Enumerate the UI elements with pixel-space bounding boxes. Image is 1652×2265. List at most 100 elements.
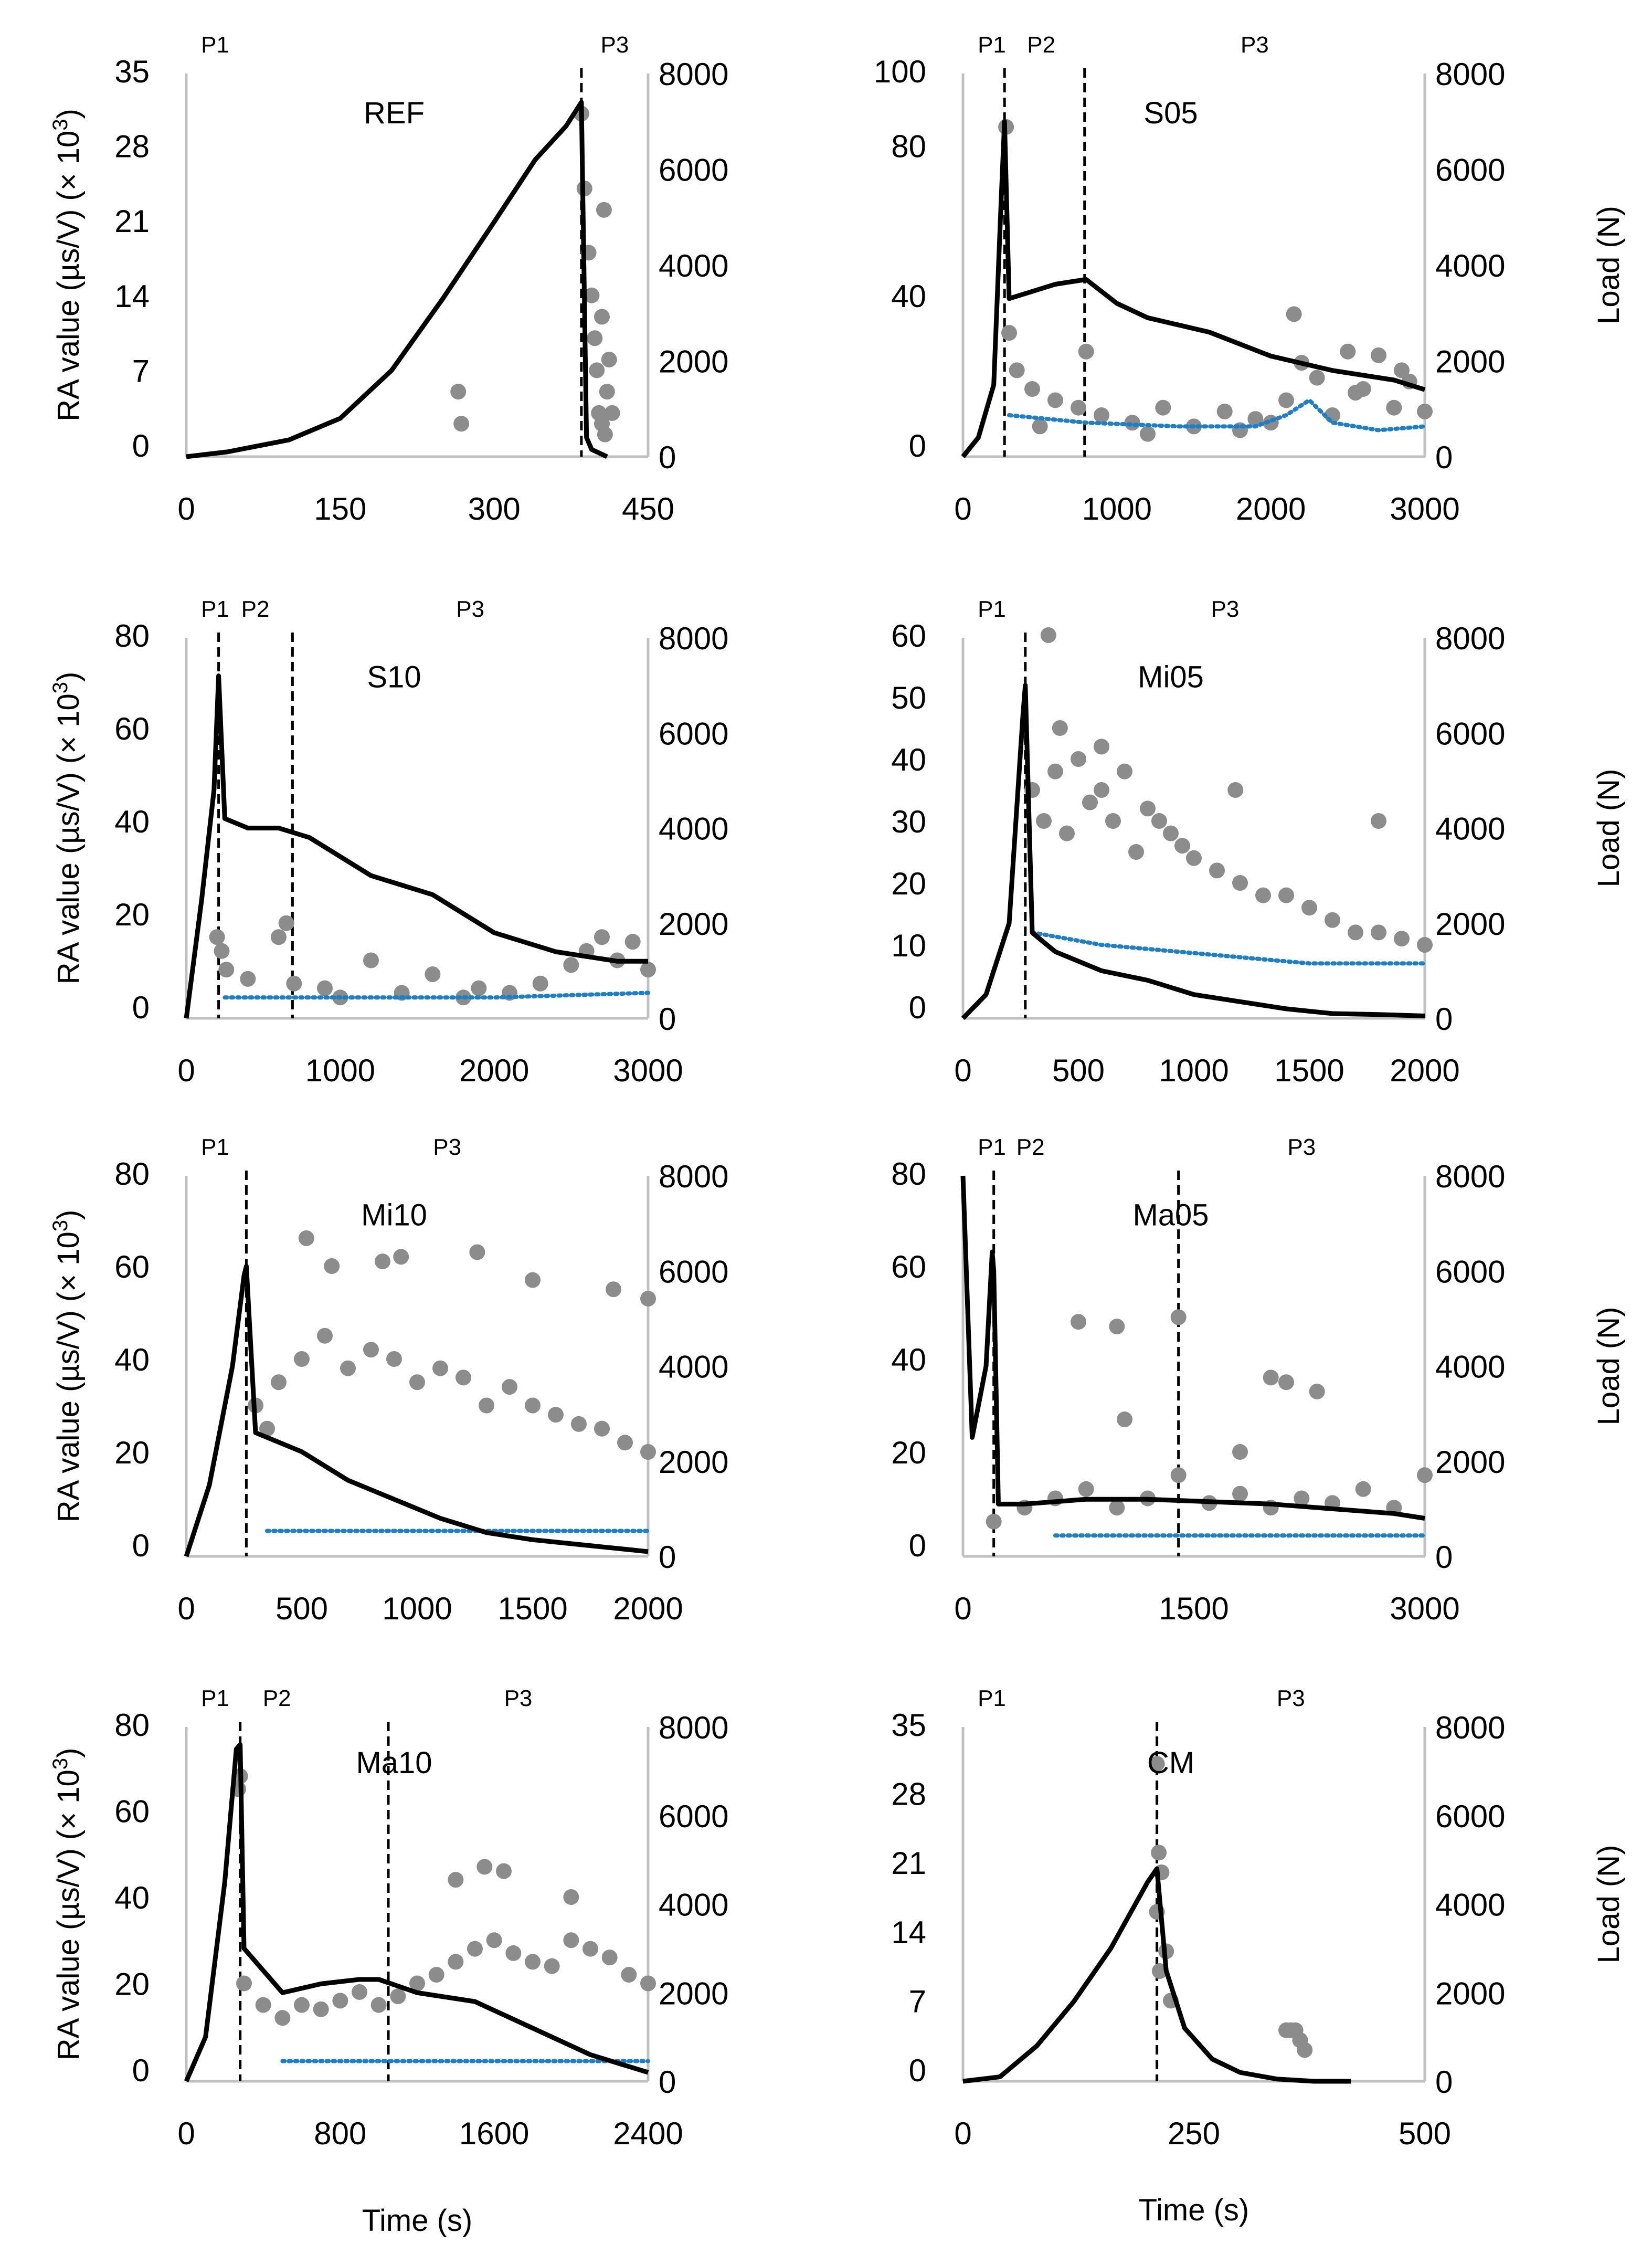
ra-point xyxy=(1071,751,1086,767)
load-tick-label: 6000 xyxy=(1435,1799,1505,1834)
phase-label: P1 xyxy=(201,32,229,58)
load-tick-label: 8000 xyxy=(1435,1159,1505,1194)
load-tick-label: 2000 xyxy=(1435,1976,1505,2011)
load-tick-label: 8000 xyxy=(1435,57,1505,92)
ra-point xyxy=(505,1945,522,1961)
ra-axis-title: RA value (µs/V) (× 103) xyxy=(49,1210,86,1523)
chart-panel-ma05: 0 1500 3000 0 20 40 60 80 0 2000 4000 6000 8000 P1 P2 P… xyxy=(891,1134,1505,1626)
load-tick-label: 2000 xyxy=(659,907,728,942)
ra-tick-label: 40 xyxy=(891,1342,926,1377)
ra-point xyxy=(1032,418,1048,435)
ra-point xyxy=(317,980,333,996)
load-curve xyxy=(184,1742,649,2082)
x-tick-label: 0 xyxy=(954,1591,971,1626)
ra-tick-label: 100 xyxy=(874,54,926,89)
ra-point xyxy=(1232,875,1248,891)
ra-point xyxy=(1340,343,1356,360)
load-tick-label: 4000 xyxy=(659,1350,728,1385)
ra-tick-label: 20 xyxy=(891,866,926,901)
ra-point xyxy=(214,943,230,959)
chart-panel-ma10: 0 800 1600 240002040608002000400060008000P1… xyxy=(114,1685,728,2151)
phase-label: P2 xyxy=(1016,1134,1045,1160)
ra-point xyxy=(599,384,615,400)
load-tick-label: 6000 xyxy=(659,716,728,751)
ra-point xyxy=(1047,763,1063,779)
chart-panel-mi10: 0 500 1000 1500 2000 0 20 40 60 80 0 2000 4000 6000 80… xyxy=(114,1134,728,1626)
load-tick-label: 2000 xyxy=(659,1976,728,2011)
load-tick-label: 4000 xyxy=(1435,248,1505,283)
ra-tick-label: 7 xyxy=(909,1984,926,2019)
x-tick-label: 150 xyxy=(314,491,366,526)
x-tick-label: 450 xyxy=(622,491,674,526)
ra-point xyxy=(1174,838,1190,854)
phase-label: P3 xyxy=(1241,32,1269,58)
ra-point xyxy=(1109,1319,1125,1335)
ra-tick-label: 10 xyxy=(891,928,926,963)
ra-point xyxy=(601,352,617,368)
ra-point xyxy=(1297,2042,1313,2058)
phase-label: P3 xyxy=(1211,596,1239,622)
ra-point xyxy=(332,1993,348,2009)
load-tick-label: 0 xyxy=(1435,440,1453,475)
ra-point xyxy=(409,1374,425,1390)
ra-point xyxy=(1255,887,1271,903)
x-tick-label: 1500 xyxy=(1274,1053,1344,1088)
ra-point xyxy=(1394,362,1410,378)
ra-point xyxy=(1309,370,1325,386)
ra-point xyxy=(986,1513,1002,1530)
ra-tick-label: 20 xyxy=(114,897,150,932)
ra-tick-label: 80 xyxy=(114,618,150,654)
ra-point xyxy=(271,929,287,945)
ra-tick-label: 0 xyxy=(909,2053,926,2088)
ra-point xyxy=(456,1369,471,1386)
ra-tick-label: 0 xyxy=(132,990,150,1025)
ra-point xyxy=(1371,924,1386,941)
ra-tick-label: 60 xyxy=(114,1794,150,1829)
ra-average-line xyxy=(1030,930,1427,966)
ra-tick-label: 60 xyxy=(114,1249,150,1284)
load-axis-title: Load (N) xyxy=(1592,206,1626,324)
ra-tick-label: 0 xyxy=(909,428,926,463)
phase-label: P1 xyxy=(201,1134,229,1160)
x-tick-label: 300 xyxy=(468,491,521,526)
ra-tick-label: 60 xyxy=(891,618,926,654)
load-tick-label: 8000 xyxy=(659,1710,728,1745)
x-tick-label: 1000 xyxy=(1082,491,1152,526)
load-tick-label: 4000 xyxy=(1435,1350,1505,1385)
ra-point xyxy=(1151,1845,1167,1861)
ra-tick-label: 40 xyxy=(891,742,926,777)
ra-point xyxy=(525,1397,541,1414)
ra-point xyxy=(259,1420,275,1437)
ra-point xyxy=(1036,813,1052,829)
ra-point xyxy=(340,1360,356,1376)
ra-point xyxy=(1278,1374,1294,1390)
ra-point xyxy=(640,1444,656,1460)
ra-point xyxy=(1155,399,1171,416)
load-axis-title: Load (N) xyxy=(1592,769,1626,888)
ra-point xyxy=(1417,403,1433,419)
ra-tick-label: 40 xyxy=(891,279,926,314)
ra-point xyxy=(1047,392,1063,408)
load-tick-label: 4000 xyxy=(1435,1888,1505,1923)
ra-point xyxy=(375,1253,390,1270)
load-curve xyxy=(184,1263,649,1557)
x-tick-label: 2000 xyxy=(459,1053,529,1088)
ra-point xyxy=(640,1975,656,1992)
ra-point xyxy=(1001,325,1017,341)
ra-point xyxy=(1186,850,1202,866)
load-curve xyxy=(962,1866,1351,2084)
ra-point xyxy=(496,1863,512,1879)
x-tick-label: 0 xyxy=(177,491,195,526)
ra-point xyxy=(640,962,656,978)
ra-axis-title: RA value (µs/V) (× 103) xyxy=(49,1748,86,2061)
ra-point xyxy=(1149,1756,1165,1772)
phase-label: P2 xyxy=(1027,32,1055,58)
phase-label: P3 xyxy=(601,32,629,58)
x-tick-label: 3000 xyxy=(613,1053,683,1088)
ra-point xyxy=(525,1954,541,1970)
ra-average-line xyxy=(1007,397,1427,433)
x-tick-label: 500 xyxy=(1052,1053,1105,1088)
ra-point xyxy=(1009,362,1025,378)
ra-tick-label: 80 xyxy=(891,129,926,164)
